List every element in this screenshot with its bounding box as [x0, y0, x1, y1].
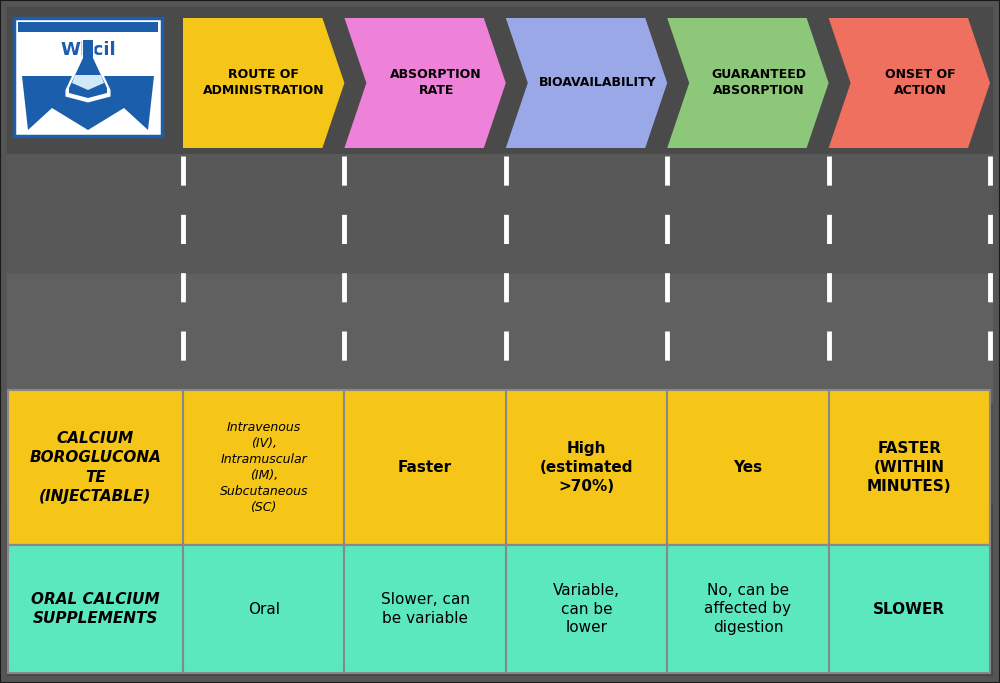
FancyBboxPatch shape [18, 22, 158, 32]
Polygon shape [506, 18, 667, 148]
Polygon shape [66, 35, 110, 102]
Text: Yes: Yes [733, 460, 762, 475]
Polygon shape [183, 18, 344, 148]
FancyBboxPatch shape [14, 18, 162, 136]
FancyBboxPatch shape [4, 4, 996, 154]
FancyBboxPatch shape [4, 4, 996, 679]
FancyBboxPatch shape [8, 390, 990, 545]
Polygon shape [72, 75, 104, 90]
Text: ORAL CALCIUM
SUPPLEMENTS: ORAL CALCIUM SUPPLEMENTS [31, 592, 160, 626]
Text: BIOAVAILABILITY: BIOAVAILABILITY [539, 76, 656, 89]
Text: ONSET OF
ACTION: ONSET OF ACTION [885, 68, 956, 98]
Text: GUARANTEED
ABSORPTION: GUARANTEED ABSORPTION [711, 68, 806, 98]
Text: ROUTE OF
ADMINISTRATION: ROUTE OF ADMINISTRATION [203, 68, 325, 98]
FancyBboxPatch shape [4, 154, 996, 274]
Polygon shape [22, 76, 154, 130]
Text: Oral: Oral [248, 602, 280, 617]
Text: Wbcil: Wbcil [60, 41, 116, 59]
FancyBboxPatch shape [8, 545, 990, 673]
FancyBboxPatch shape [4, 274, 996, 404]
Text: High
(estimated
>70%): High (estimated >70%) [540, 441, 633, 494]
Text: No, can be
affected by
digestion: No, can be affected by digestion [704, 583, 791, 635]
Text: Faster: Faster [398, 460, 452, 475]
Text: Intravenous
(IV),
Intramuscular
(IM),
Subcutaneous
(SC): Intravenous (IV), Intramuscular (IM), Su… [219, 421, 308, 514]
Text: CALCIUM
BOROGLUCONA
TE
(INJECTABLE): CALCIUM BOROGLUCONA TE (INJECTABLE) [30, 431, 161, 504]
FancyBboxPatch shape [4, 404, 996, 504]
Text: ABSORPTION
RATE: ABSORPTION RATE [390, 68, 482, 98]
FancyBboxPatch shape [4, 504, 996, 679]
Polygon shape [69, 40, 107, 98]
Text: FASTER
(WITHIN
MINUTES): FASTER (WITHIN MINUTES) [867, 441, 952, 494]
Polygon shape [667, 18, 829, 148]
Text: Slower, can
be variable: Slower, can be variable [381, 592, 470, 626]
Text: SLOWER: SLOWER [873, 602, 945, 617]
Polygon shape [344, 18, 506, 148]
FancyBboxPatch shape [4, 4, 996, 679]
Text: Variable,
can be
lower: Variable, can be lower [553, 583, 620, 635]
Polygon shape [829, 18, 990, 148]
